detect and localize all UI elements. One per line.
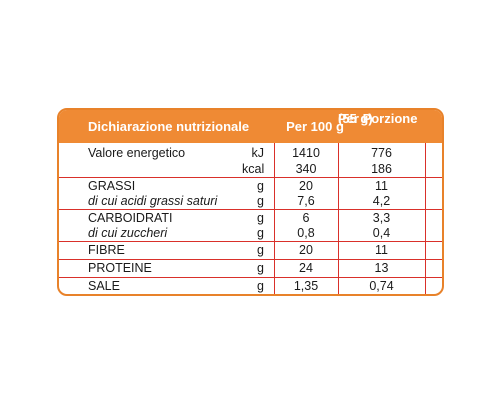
table-header: Dichiarazione nutrizionale Per 100 g Per… <box>59 110 442 143</box>
row-name: GRASSI <box>88 179 136 193</box>
row-divider <box>59 277 442 278</box>
row-unit: kJ <box>251 146 265 160</box>
row-unit: g <box>257 226 264 240</box>
row-divider <box>59 241 442 242</box>
column-divider <box>338 143 339 294</box>
header-per-portion-label: Per Porzione <box>338 111 418 126</box>
header-per-100g: Per 100 g <box>286 119 344 134</box>
row-value-per-100g: 1410 <box>292 146 320 160</box>
header-portion-size: (55 g) <box>338 111 373 126</box>
row-value-per-portion: 4,2 <box>372 194 391 208</box>
row-value-per-100g: 24 <box>299 261 313 275</box>
row-value-per-portion: 186 <box>371 162 392 176</box>
column-divider <box>274 143 275 294</box>
row-unit: g <box>257 243 264 257</box>
row-name: Valore energetico <box>88 146 186 160</box>
row-divider <box>59 209 442 210</box>
row-value-per-portion: 11 <box>375 179 388 193</box>
row-divider <box>59 177 442 178</box>
row-unit: g <box>257 194 264 208</box>
row-name: CARBOIDRATI <box>88 211 173 225</box>
row-divider <box>59 259 442 260</box>
row-value-per-100g: 6 <box>302 211 310 225</box>
row-unit: kcal <box>242 162 265 176</box>
row-value-per-100g: 7,6 <box>297 194 315 208</box>
row-name: FIBRE <box>88 243 125 257</box>
row-unit: g <box>257 179 264 193</box>
row-value-per-portion: 776 <box>371 146 392 160</box>
row-value-per-portion: 3,3 <box>372 211 391 225</box>
row-value-per-100g: 1,35 <box>293 279 319 293</box>
row-value-per-portion: 0,74 <box>369 279 394 293</box>
row-name: di cui zuccheri <box>88 226 168 240</box>
row-value-per-100g: 20 <box>299 243 313 257</box>
row-value-per-portion: 11 <box>375 243 388 257</box>
row-unit: g <box>257 261 264 275</box>
column-divider <box>425 143 426 294</box>
row-unit: g <box>257 211 264 225</box>
row-value-per-100g: 0,8 <box>297 226 315 240</box>
row-unit: g <box>257 279 264 293</box>
header-title: Dichiarazione nutrizionale <box>88 119 250 134</box>
row-value-per-100g: 20 <box>299 179 313 193</box>
row-name: PROTEINE <box>88 261 152 275</box>
row-value-per-100g: 340 <box>295 162 317 176</box>
row-name: SALE <box>88 279 120 293</box>
row-value-per-portion: 0,4 <box>372 226 391 240</box>
row-name: di cui acidi grassi saturi <box>88 194 218 208</box>
nutrition-table: Dichiarazione nutrizionale Per 100 g Per… <box>57 108 444 296</box>
row-value-per-portion: 13 <box>374 261 389 275</box>
